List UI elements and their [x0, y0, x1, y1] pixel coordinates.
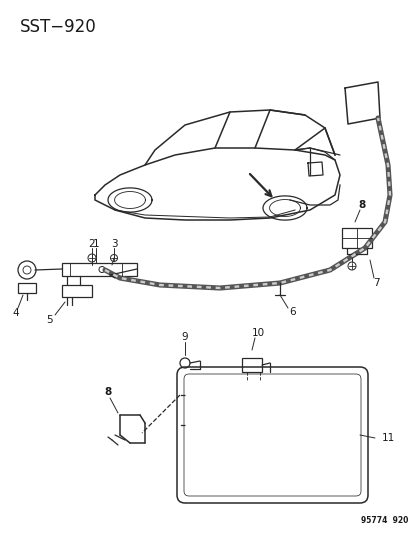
Text: 6: 6 — [289, 307, 296, 317]
Text: 11: 11 — [381, 433, 394, 443]
Text: 5: 5 — [47, 315, 53, 325]
Bar — [242, 358, 261, 372]
Text: 10: 10 — [251, 328, 264, 338]
Text: 1: 1 — [93, 239, 99, 249]
Text: 7: 7 — [372, 278, 378, 288]
Text: SST−920: SST−920 — [20, 18, 97, 36]
Bar — [18, 283, 36, 293]
Bar — [62, 263, 137, 276]
Bar — [341, 228, 371, 248]
Text: 3: 3 — [110, 239, 117, 249]
Text: 8: 8 — [104, 387, 112, 397]
Text: 2: 2 — [88, 239, 95, 249]
Text: 8: 8 — [358, 200, 365, 210]
Text: 9: 9 — [181, 332, 188, 342]
Text: 4: 4 — [13, 308, 19, 318]
Text: 95774  920: 95774 920 — [360, 516, 407, 525]
Bar — [62, 285, 92, 297]
